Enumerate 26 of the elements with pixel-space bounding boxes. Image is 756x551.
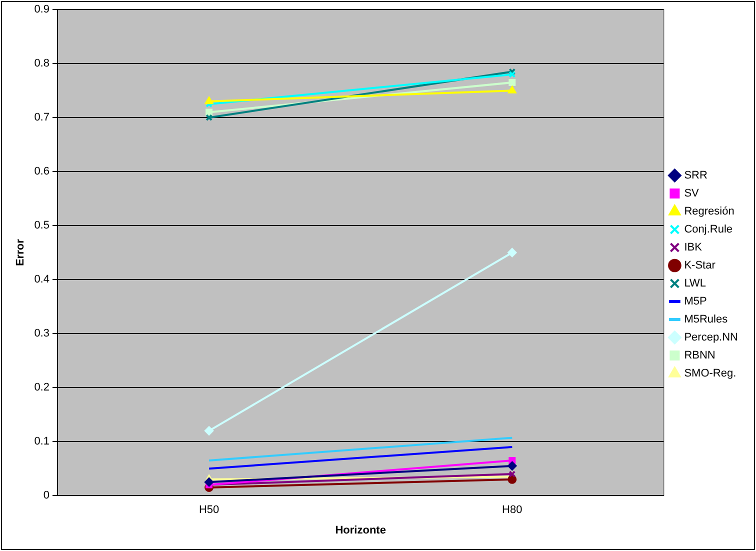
y-tick-label: 0.4 bbox=[34, 274, 50, 286]
y-tick-label: 0.5 bbox=[34, 220, 50, 232]
x-axis-title: Horizonte bbox=[335, 524, 386, 536]
legend-label: RBNN bbox=[684, 350, 716, 362]
legend-label: LWL bbox=[684, 278, 706, 290]
y-tick-label: 0.6 bbox=[34, 166, 50, 178]
legend-label: Conj.Rule bbox=[684, 224, 733, 236]
legend-label: SV bbox=[684, 188, 700, 200]
x-tick-label: H80 bbox=[502, 504, 522, 516]
legend-label: SMO-Reg. bbox=[684, 368, 736, 380]
legend-label: Percep.NN bbox=[684, 332, 738, 344]
legend-label: IBK bbox=[684, 242, 703, 254]
y-tick-label: 0.1 bbox=[34, 436, 50, 448]
y-tick-label: 0.7 bbox=[34, 112, 50, 124]
legend-label: M5P bbox=[684, 296, 707, 308]
legend-label: SRR bbox=[684, 170, 708, 182]
y-tick-label: 0.8 bbox=[34, 58, 50, 70]
legend-label: M5Rules bbox=[684, 314, 728, 326]
y-tick-label: 0 bbox=[43, 490, 50, 502]
legend-label: K-Star bbox=[684, 260, 716, 272]
y-tick-label: 0.3 bbox=[34, 328, 50, 340]
y-tick-label: 0.9 bbox=[34, 4, 50, 16]
y-tick-label: 0.2 bbox=[34, 382, 50, 394]
legend-label: Regresión bbox=[684, 206, 734, 218]
y-axis-title: Error bbox=[14, 238, 27, 266]
x-tick-label: H50 bbox=[198, 504, 220, 516]
